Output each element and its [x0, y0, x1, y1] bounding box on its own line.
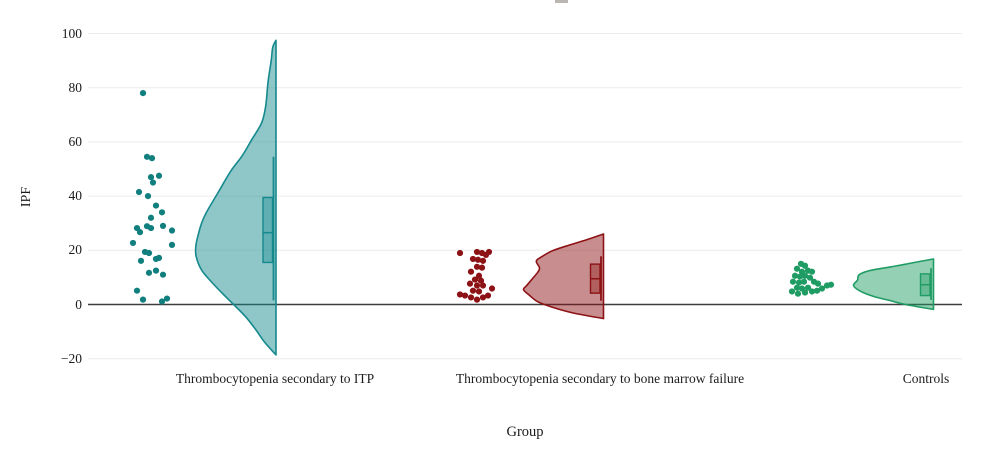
data-point-group-2 [473, 296, 481, 303]
data-point-group-2 [456, 291, 464, 298]
half-violin-group-3 [852, 258, 935, 311]
data-point-group-2 [469, 287, 477, 294]
cropped-title-artifact [555, 0, 568, 3]
data-point-group-2 [473, 282, 481, 289]
x-tick-label-group-3: Controls [902, 371, 950, 386]
data-point-group-1 [159, 271, 167, 278]
x-tick-label-group-2: Thrombocytopenia secondary to bone marro… [455, 371, 745, 386]
data-point-group-1 [158, 298, 166, 305]
data-point-group-2 [471, 276, 479, 283]
data-point-group-2 [469, 255, 477, 263]
x-tick-label-group-1: Thrombocytopenia secondary to ITP [175, 371, 375, 386]
y-tick-label-−20: −20 [60, 350, 82, 366]
data-point-group-1 [168, 241, 176, 248]
data-point-group-3 [827, 281, 835, 288]
y-tick-label-100: 100 [61, 25, 82, 41]
data-point-group-3 [795, 279, 803, 286]
y-tick-label-80: 80 [68, 79, 83, 95]
data-point-group-3 [814, 280, 822, 287]
data-point-group-2 [479, 294, 487, 301]
data-point-group-3 [788, 288, 796, 295]
data-point-group-2 [484, 292, 492, 299]
data-point-group-3 [813, 287, 821, 294]
data-point-group-1 [145, 269, 153, 276]
data-point-group-1 [137, 257, 145, 264]
box-group-1 [262, 196, 274, 264]
data-point-group-1 [155, 172, 163, 179]
data-point-group-2 [485, 248, 493, 256]
data-point-group-3 [789, 278, 797, 285]
data-point-group-1 [145, 249, 153, 257]
data-point-group-2 [488, 285, 496, 292]
half-violin-group-1 [194, 39, 277, 356]
data-point-group-3 [793, 284, 801, 291]
data-point-group-2 [466, 280, 474, 287]
data-point-group-1 [158, 209, 166, 216]
data-point-group-3 [808, 288, 816, 295]
data-point-group-3 [793, 265, 801, 272]
data-point-group-1 [133, 287, 141, 294]
data-point-group-2 [456, 249, 464, 257]
data-point-group-2 [475, 272, 483, 279]
data-point-group-3 [804, 284, 812, 291]
data-point-group-1 [139, 296, 147, 303]
y-axis-title: IPF [19, 186, 34, 208]
data-point-group-3 [796, 273, 804, 280]
y-tick-label-0: 0 [75, 296, 82, 312]
data-point-group-2 [473, 263, 481, 270]
data-point-group-2 [467, 268, 475, 275]
data-point-group-2 [474, 256, 482, 263]
data-point-group-1 [147, 224, 155, 232]
data-point-group-1 [139, 90, 147, 97]
data-point-group-2 [467, 294, 475, 301]
data-point-group-1 [152, 267, 160, 274]
data-point-group-1 [136, 229, 144, 236]
data-point-group-1 [152, 202, 160, 209]
data-point-group-3 [800, 278, 808, 285]
data-point-group-3 [801, 289, 809, 296]
data-point-group-1 [147, 174, 155, 181]
data-point-group-3 [808, 268, 816, 275]
data-point-group-1 [163, 295, 171, 302]
data-point-group-1 [148, 155, 156, 162]
data-point-group-1 [135, 188, 143, 196]
data-point-group-2 [473, 248, 481, 256]
y-tick-label-60: 60 [68, 133, 83, 149]
data-point-group-1 [143, 153, 151, 160]
data-point-group-3 [818, 285, 826, 292]
data-point-group-2 [475, 288, 483, 295]
data-point-group-1 [168, 227, 176, 234]
data-point-group-2 [479, 257, 487, 264]
data-point-group-1 [155, 254, 163, 261]
y-tick-label-40: 40 [68, 188, 83, 204]
data-point-group-3 [801, 262, 809, 269]
data-point-group-2 [478, 264, 486, 271]
half-violin-group-2 [522, 233, 605, 320]
x-axis-title: Group [506, 424, 544, 440]
data-point-group-2 [477, 277, 485, 284]
data-point-group-1 [149, 179, 157, 186]
data-point-group-3 [794, 290, 802, 297]
data-point-group-1 [144, 193, 152, 200]
data-point-group-3 [791, 272, 799, 279]
data-point-group-2 [461, 292, 469, 299]
data-point-group-1 [129, 239, 137, 247]
data-point-group-3 [806, 274, 814, 281]
y-tick-label-20: 20 [68, 242, 83, 258]
data-point-group-1 [147, 214, 155, 221]
data-point-group-1 [159, 222, 167, 230]
data-point-group-3 [801, 272, 809, 279]
data-point-group-2 [479, 282, 487, 289]
